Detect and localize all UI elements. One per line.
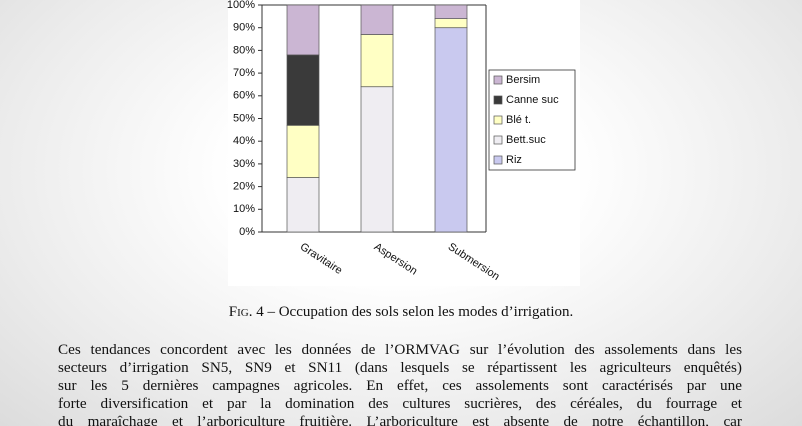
legend-label: Bersim — [506, 74, 540, 86]
legend-label: Blé t. — [506, 114, 531, 126]
chart: 0%10%20%30%40%50%60%70%80%90%100%Gravita… — [226, 0, 576, 283]
text-line: du maraîchage et l’arboriculture fruitiè… — [58, 413, 742, 426]
y-tick-label: 40% — [233, 135, 255, 147]
y-tick-label: 50% — [233, 112, 255, 124]
bar-segment — [286, 54, 320, 126]
text-line: forte diversification et par la dominati… — [58, 395, 742, 412]
y-tick-label: 0% — [239, 226, 255, 238]
legend-swatch — [493, 75, 503, 85]
legend-swatch — [493, 155, 503, 165]
text-line: secteurs d’irrigation SN5, SN9 et SN11 (… — [58, 359, 742, 376]
legend-swatch — [493, 115, 503, 125]
y-tick-label: 10% — [233, 203, 255, 215]
figure-caption: Fig. 4 – Occupation des sols selon les m… — [0, 304, 802, 321]
y-tick-label: 100% — [227, 0, 255, 11]
y-tick-label: 60% — [233, 90, 255, 102]
caption-text: – Occupation des sols selon les modes d’… — [267, 304, 574, 320]
legend-swatch — [493, 135, 503, 145]
y-tick-label: 90% — [233, 22, 255, 34]
legend-box — [488, 69, 576, 171]
y-tick-label: 80% — [233, 44, 255, 56]
bar-segment — [360, 86, 394, 233]
legend-label: Canne suc — [506, 94, 559, 106]
legend-label: Bett.suc — [506, 134, 546, 146]
y-tick-label: 30% — [233, 158, 255, 170]
bar-segment — [286, 124, 320, 178]
bar-segment — [360, 34, 394, 88]
text-line: sur les 5 dernières campagnes agricoles.… — [58, 377, 742, 394]
legend-label: Riz — [506, 154, 522, 166]
bar-segment — [286, 177, 320, 233]
bar-segment — [286, 4, 320, 56]
caption-label: Fig. 4 — [228, 304, 264, 320]
bar-segment — [434, 4, 468, 19]
bar-segment — [434, 18, 468, 29]
text-line: Ces tendances concordent avec les donnée… — [58, 341, 742, 358]
y-tick-label: 70% — [233, 67, 255, 79]
legend-swatch — [493, 95, 503, 105]
bar-segment — [434, 27, 468, 233]
bar-segment — [360, 4, 394, 35]
y-tick-label: 20% — [233, 181, 255, 193]
